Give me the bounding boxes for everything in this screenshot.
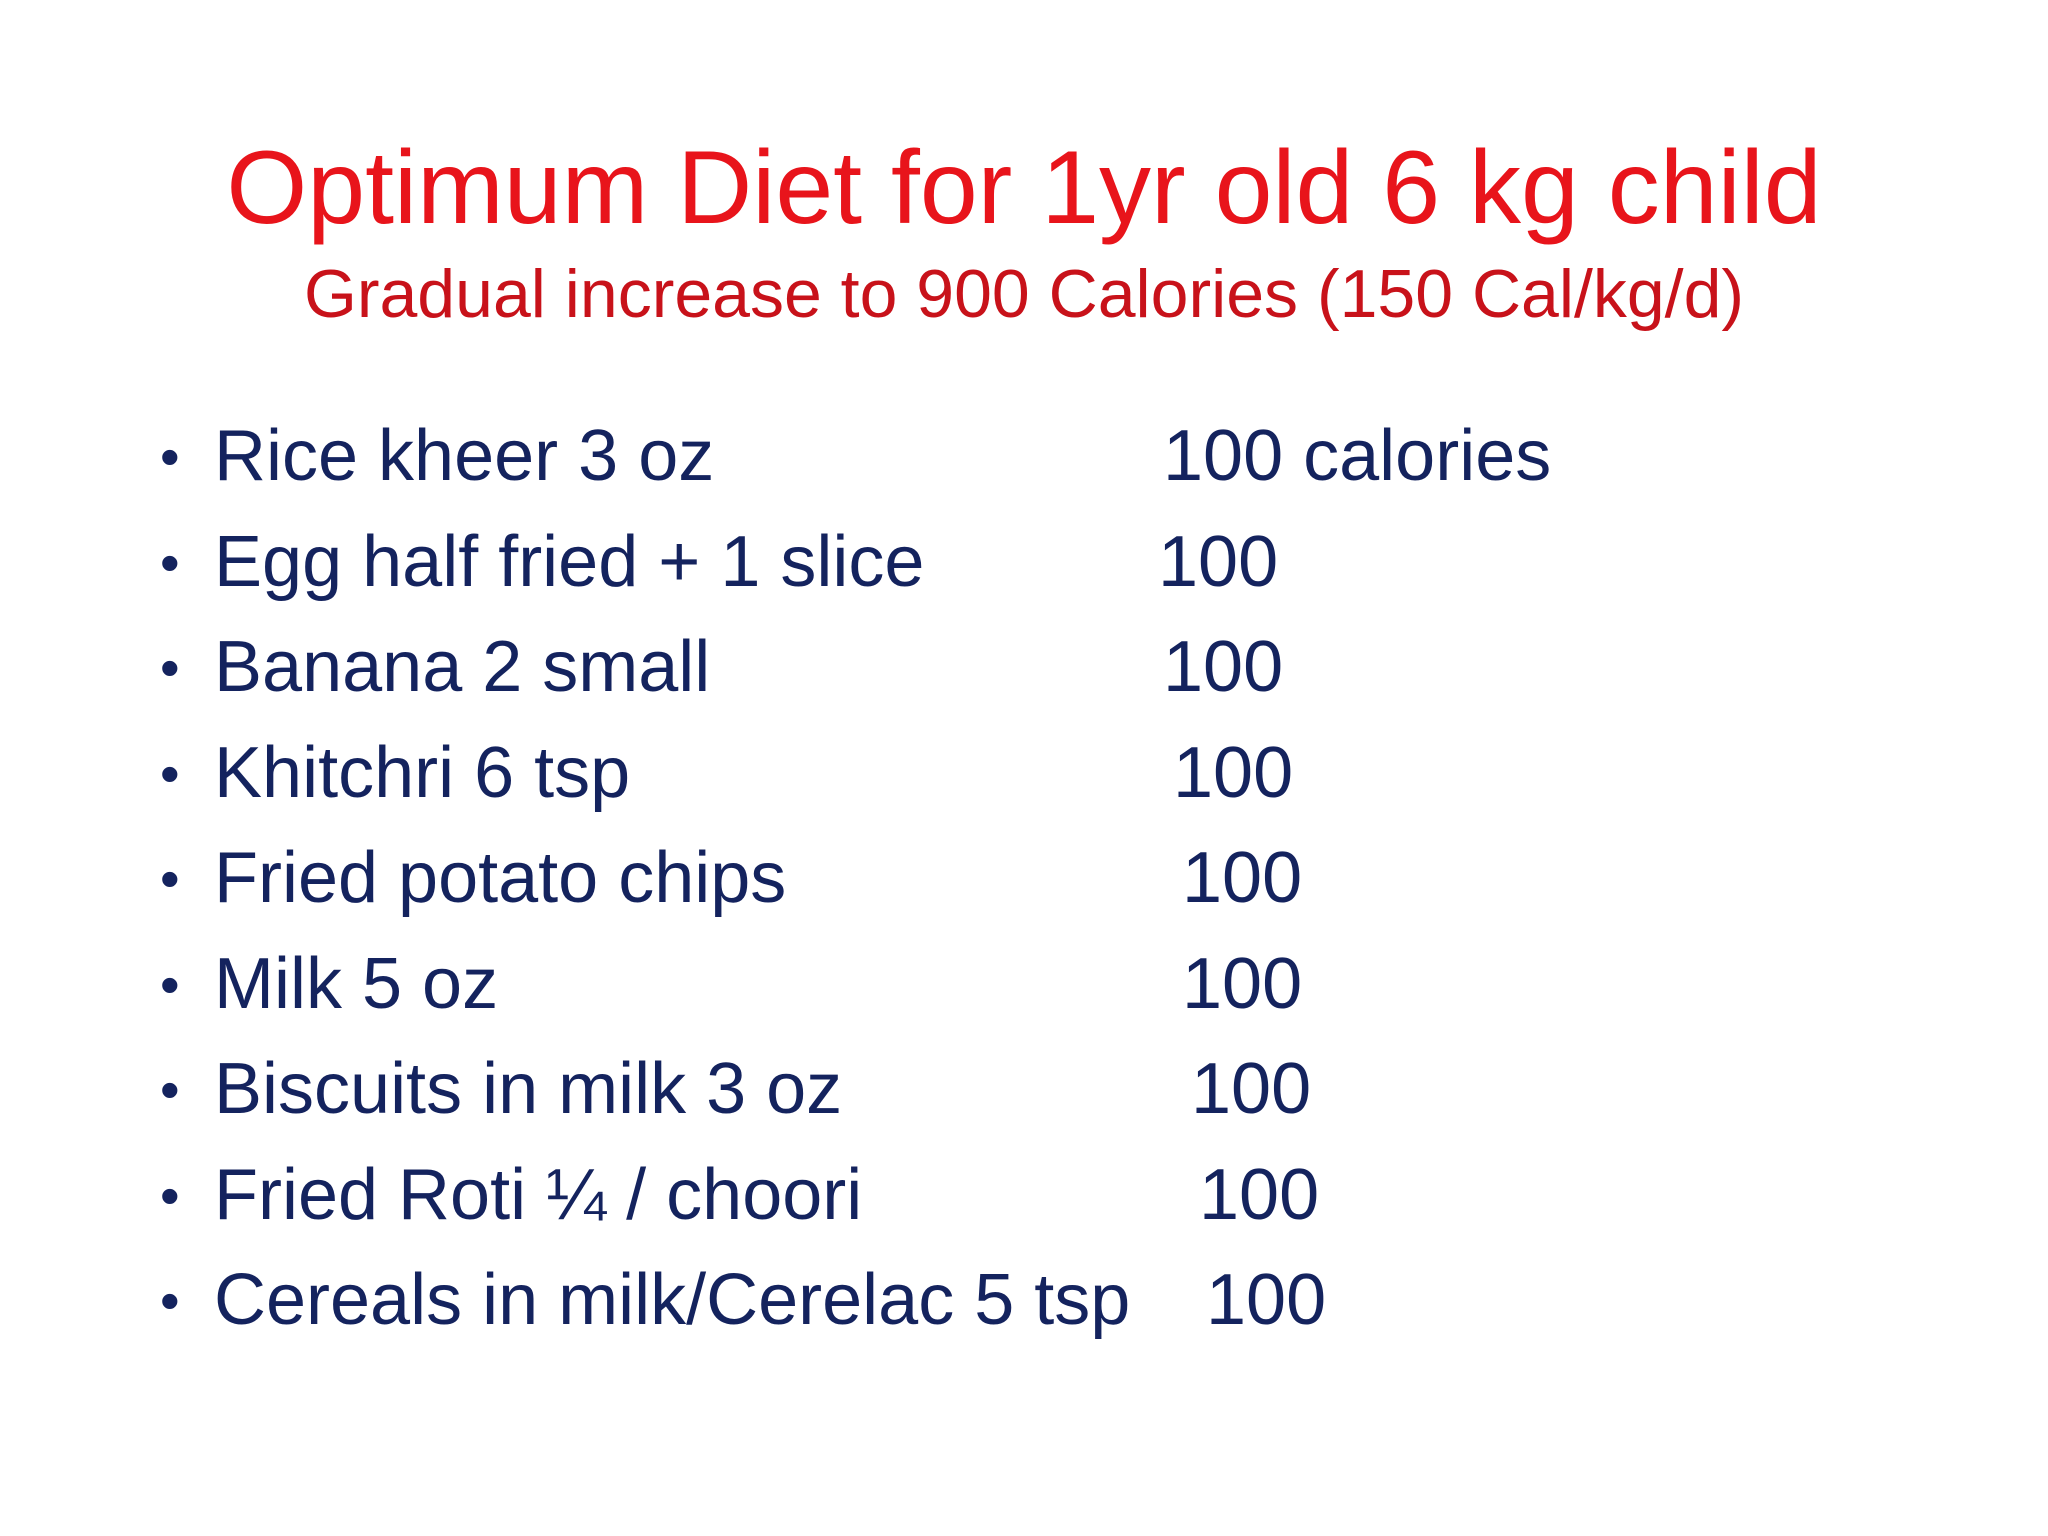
bullet-icon: •: [160, 636, 180, 699]
bullet-icon: •: [160, 425, 180, 488]
food-label: Fried potato chips: [214, 838, 787, 918]
diet-item: • Fried potato chips 100: [160, 826, 1560, 932]
food-label: Cereals in milk/Cerelac 5 tsp: [214, 1260, 1131, 1340]
calorie-value: 100: [1173, 732, 1294, 813]
food-label: Biscuits in milk 3 oz: [214, 1049, 843, 1129]
diet-item: • Egg half fried + 1 slice 100: [160, 510, 1560, 616]
diet-item: • Biscuits in milk 3 oz 100: [160, 1037, 1560, 1143]
calorie-value: 100: [1182, 838, 1303, 918]
bullet-icon: •: [160, 847, 180, 910]
calorie-value: 100: [1163, 627, 1284, 707]
slide-title: Optimum Diet for 1yr old 6 kg child: [226, 130, 1822, 246]
calorie-value: 100: [1182, 943, 1303, 1024]
calorie-value: 100: [1199, 1154, 1320, 1235]
food-label: Banana 2 small: [214, 627, 711, 707]
bullet-icon: •: [160, 530, 180, 594]
diet-item: • Fried Roti ¼ / choori 100: [160, 1143, 1560, 1249]
calorie-value: 100 calories: [1163, 416, 1552, 496]
diet-item: • Rice kheer 3 oz 100 calories: [160, 404, 1560, 510]
food-label: Rice kheer 3 oz: [214, 416, 715, 496]
bullet-icon: •: [160, 1269, 180, 1332]
calorie-value: 100: [1206, 1260, 1327, 1340]
calorie-value: 100: [1191, 1049, 1312, 1129]
bullet-icon: •: [160, 952, 180, 1016]
diet-item: • Milk 5 oz 100: [160, 932, 1560, 1038]
food-label: Fried Roti ¼ / choori: [214, 1154, 863, 1235]
slide-subtitle: Gradual increase to 900 Calories (150 Ca…: [303, 256, 1745, 332]
bullet-icon: •: [160, 1058, 180, 1121]
bullet-icon: •: [160, 1163, 180, 1227]
calorie-value: 100: [1158, 521, 1279, 602]
food-label: Khitchri 6 tsp: [214, 732, 631, 813]
diet-list: • Rice kheer 3 oz 100 calories • Egg hal…: [160, 404, 1560, 1354]
food-label: Egg half fried + 1 slice: [214, 521, 925, 602]
bullet-icon: •: [160, 741, 180, 805]
diet-item: • Khitchri 6 tsp 100: [160, 721, 1560, 827]
diet-item: • Banana 2 small 100: [160, 615, 1560, 721]
diet-item: • Cereals in milk/Cerelac 5 tsp 100: [160, 1248, 1560, 1354]
food-label: Milk 5 oz: [214, 943, 499, 1024]
